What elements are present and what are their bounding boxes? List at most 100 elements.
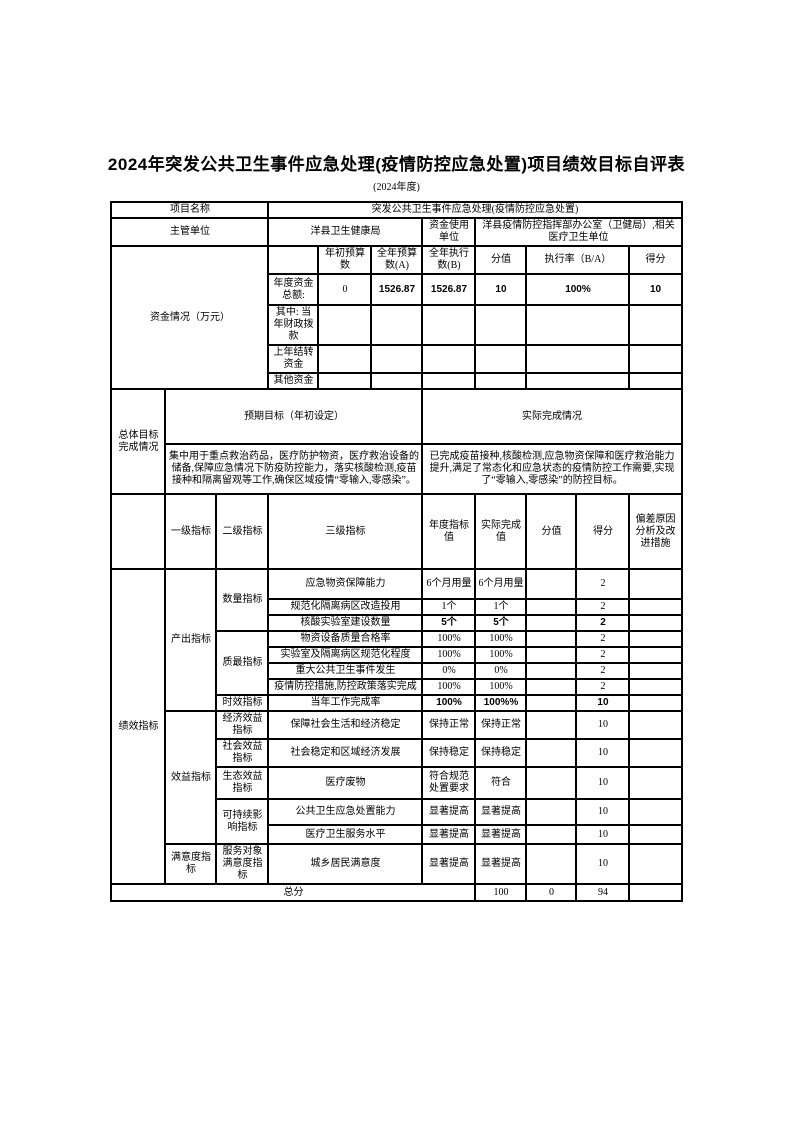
funding-cell-empty [421, 344, 477, 374]
project-name-value: 突发公共卫生事件应急处理(疫情防控应急处置) [267, 201, 683, 219]
funding-row-label: 年度资金总额: [267, 273, 320, 306]
indicator-value [525, 646, 578, 664]
indicator-row: 实验室及隔离病区规范化程度 100% 100% 2 [111, 646, 683, 664]
funding-cell-empty [628, 344, 683, 374]
expected-goal-text: 集中用于重点救治药品，医疗防护物资，医疗救治设备的储备,保障应急情况下防疫防控能… [164, 443, 424, 495]
indicator-value [525, 598, 578, 616]
indicator-name: 物资设备质量合格率 [267, 630, 424, 648]
indicator-row: 时效指标 当年工作完成率 100% 100%% 10 [111, 694, 683, 712]
indicator-deviation [628, 678, 683, 696]
eco-group-label: 生态效益指标 [215, 766, 270, 800]
indicator-row: 疫情防控措施,防控政策落实完成 100% 100% 2 [111, 678, 683, 696]
department-label: 主管单位 [110, 217, 270, 247]
indicator-target: 显著提高 [421, 798, 477, 826]
overall-text-row: 集中用于重点救治药品，医疗防护物资，医疗救治设备的储备,保障应急情况下防疫防控能… [111, 443, 683, 495]
performance-section-label: 绩效指标 [110, 568, 167, 885]
indicator-value [525, 798, 578, 826]
indicator-name: 实验室及隔离病区规范化程度 [267, 646, 424, 664]
indicator-value [525, 630, 578, 648]
funding-cell-empty [474, 372, 528, 390]
quantity-group-label: 数量指标 [215, 568, 270, 632]
funding-cell-empty [474, 344, 528, 374]
indicator-header-level2: 二级指标 [215, 493, 270, 570]
indicator-value [525, 568, 578, 600]
timeliness-group-label: 时效指标 [215, 694, 270, 712]
indicator-value [525, 614, 578, 632]
page-subtitle: (2024年度) [373, 182, 420, 193]
indicator-name: 规范化隔离病区改造投用 [267, 598, 424, 616]
actual-completion-header: 实际完成情况 [421, 388, 683, 445]
total-deviation [628, 883, 683, 902]
indicator-name: 核酸实验室建设数量 [267, 614, 424, 632]
total-score: 94 [575, 883, 631, 902]
indicator-name: 公共卫生应急处置能力 [267, 798, 424, 826]
indicator-target: 保持正常 [421, 710, 477, 740]
project-name-label: 项目名称 [110, 201, 270, 219]
indicator-row: 效益指标 经济效益指标 保障社会生活和经济稳定 保持正常 保持正常 10 [111, 710, 683, 845]
indicator-header-score: 得分 [575, 493, 631, 570]
indicator-header-actual: 实际完成值 [474, 493, 528, 570]
funding-row-label: 上年结转资金 [267, 344, 320, 374]
funding-cell-empty [317, 372, 373, 390]
indicator-actual: 显著提高 [474, 824, 528, 845]
indicator-value [525, 843, 578, 885]
indicator-header-row: 一级指标 二级指标 三级指标 年度指标值 实际完成值 分值 得分 偏差原因分析及… [110, 493, 683, 570]
funding-executed-value: 1526.87 [421, 273, 477, 306]
funding-cell-empty [525, 304, 631, 346]
indicator-row: 满意度指标 服务对象满意度指标 城乡居民满意度 显著提高 显著提高 10 [111, 843, 683, 885]
indicator-deviation [628, 766, 683, 800]
indicator-deviation [628, 738, 683, 768]
funding-cell-empty [525, 344, 631, 374]
indicator-row: 社会效益指标 社会稳定和区域经济发展 保持稳定 保持稳定 10 [111, 738, 683, 768]
funding-row-label: 其他资金 [267, 372, 320, 390]
indicator-actual: 5个 [474, 614, 528, 632]
indicator-deviation [628, 798, 683, 826]
funding-header-budget: 全年预算数(A) [370, 245, 424, 275]
funding-cell-empty [317, 344, 373, 374]
indicator-value [525, 824, 578, 845]
indicator-score: 10 [575, 738, 631, 768]
satisfaction-group-label: 满意度指标 [164, 843, 218, 885]
indicator-target: 0% [421, 662, 477, 680]
funding-cell-empty [317, 304, 373, 346]
output-group-label: 产出指标 [164, 568, 218, 712]
indicator-header-value: 分值 [525, 493, 578, 570]
indicator-row: 质最指标 物资设备质量合格率 100% 100% 2 [111, 630, 683, 696]
evaluation-table: 项目名称 突发公共卫生事件应急处理(疫情防控应急处置) 主管单位 洋县卫生健康局… [110, 201, 683, 902]
funding-row-other: 其他资金 [111, 372, 683, 390]
indicator-row: 医疗卫生服务水平 显著提高 显著提高 10 [111, 824, 683, 845]
indicator-row: 可持续影响指标 公共卫生应急处置能力 显著提高 显著提高 10 [111, 798, 683, 845]
indicator-score: 2 [575, 614, 631, 632]
indicator-score: 10 [575, 798, 631, 826]
indicator-name: 保障社会生活和经济稳定 [267, 710, 424, 740]
funding-row-total: 年度资金总额: 0 1526.87 1526.87 10 100% 10 [111, 273, 683, 306]
funding-cell-empty [474, 304, 528, 346]
funding-cell-empty [370, 344, 424, 374]
indicator-actual: 符合 [474, 766, 528, 800]
indicator-target: 符合规范处置要求 [421, 766, 477, 800]
indicator-target: 100% [421, 646, 477, 664]
funding-section-label: 资金情况（万元） [110, 245, 270, 390]
funding-header-initial: 年初预算数 [317, 245, 373, 275]
indicator-target: 保持稳定 [421, 738, 477, 768]
indicator-deviation [628, 824, 683, 845]
indicator-row: 核酸实验室建设数量 5个 5个 2 [111, 614, 683, 632]
document-page: 2024年突发公共卫生事件应急处理(疫情防控应急处置)项目绩效目标自评表 (20… [108, 155, 685, 902]
indicator-target: 100% [421, 694, 477, 712]
funding-row-label: 其中: 当年财政拨款 [267, 304, 320, 346]
actual-completion-text: 已完成疫苗接种,核酸检测,应急物资保障和医疗救治能力提升,满足了常态化和应急状态… [421, 443, 683, 495]
indicator-value [525, 710, 578, 740]
funding-score: 10 [628, 273, 683, 306]
indicator-actual: 6个月用量 [474, 568, 528, 600]
funding-header-value: 分值 [474, 245, 528, 275]
funding-cell-empty [370, 372, 424, 390]
indicator-actual: 0% [474, 662, 528, 680]
funding-score-value: 10 [474, 273, 528, 306]
indicator-score: 10 [575, 843, 631, 885]
sustain-group-label: 可持续影响指标 [215, 798, 270, 845]
indicator-row: 规范化隔离病区改造投用 1个 1个 2 [111, 598, 683, 616]
indicator-score: 10 [575, 710, 631, 740]
expected-goal-header: 预期目标（年初设定） [164, 388, 424, 445]
economic-group-label: 经济效益指标 [215, 710, 270, 740]
funding-initial-value: 0 [317, 273, 373, 306]
